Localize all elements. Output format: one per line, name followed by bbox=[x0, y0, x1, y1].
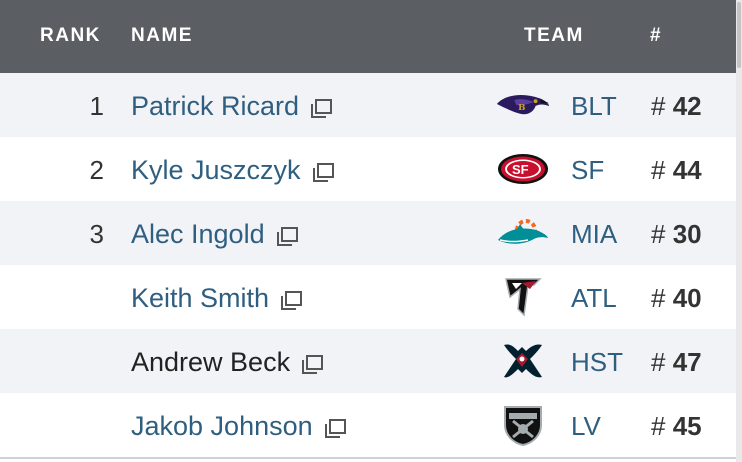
jersey-number: # 45 bbox=[651, 411, 702, 441]
player-name-cell: Jakob Johnson bbox=[131, 411, 347, 441]
player-name-cell: Alec Ingold bbox=[131, 219, 299, 249]
raiders-logo-icon bbox=[495, 401, 551, 449]
jersey-number: # 40 bbox=[651, 283, 702, 313]
table-row: Andrew Beck HST # 47 bbox=[0, 329, 736, 393]
header-name[interactable]: NAME bbox=[131, 25, 193, 46]
player-name-cell: Keith Smith bbox=[131, 283, 303, 313]
vertical-scrollbar[interactable] bbox=[736, 0, 742, 462]
table-row: 3 Alec Ingold MIA # 30 bbox=[0, 201, 736, 265]
falcons-logo-icon bbox=[495, 273, 551, 321]
texans-logo-icon bbox=[495, 337, 551, 385]
jersey-number: # 30 bbox=[651, 219, 702, 249]
player-name-cell: Andrew Beck bbox=[131, 347, 324, 377]
jersey-number: # 42 bbox=[651, 91, 702, 121]
player-name-cell: Kyle Juszczyk bbox=[131, 155, 335, 185]
team-link[interactable]: SF bbox=[571, 155, 605, 185]
ravens-logo-icon: B bbox=[495, 81, 551, 129]
open-in-new-window-icon[interactable] bbox=[275, 224, 299, 246]
table-row: Jakob Johnson LV # 45 bbox=[0, 393, 736, 457]
player-name-link[interactable]: Kyle Juszczyk bbox=[131, 155, 301, 185]
open-in-new-window-icon[interactable] bbox=[323, 416, 347, 438]
svg-text:SF: SF bbox=[512, 162, 529, 177]
svg-text:B: B bbox=[518, 103, 525, 113]
jersey-number: # 47 bbox=[651, 347, 702, 377]
header-team[interactable]: TEAM bbox=[524, 25, 584, 46]
table-row: 1 Patrick Ricard B BLT # 42 bbox=[0, 73, 736, 137]
player-name-link[interactable]: Jakob Johnson bbox=[131, 411, 313, 441]
player-name: Andrew Beck bbox=[131, 347, 291, 377]
scrollbar-thumb[interactable] bbox=[737, 2, 741, 68]
team-link[interactable]: BLT bbox=[571, 91, 617, 121]
team-link[interactable]: MIA bbox=[571, 219, 618, 249]
table-row: 2 Kyle Juszczyk SF SF # 44 bbox=[0, 137, 736, 201]
header-number[interactable]: # bbox=[650, 25, 663, 46]
team-link[interactable]: HST bbox=[571, 347, 623, 377]
player-name-link[interactable]: Keith Smith bbox=[131, 283, 270, 313]
dolphins-logo-icon bbox=[495, 209, 551, 257]
open-in-new-window-icon[interactable] bbox=[311, 160, 335, 182]
player-name-link[interactable]: Alec Ingold bbox=[131, 219, 265, 249]
open-in-new-window-icon[interactable] bbox=[309, 96, 333, 118]
table-row: Keith Smith ATL # 40 bbox=[0, 265, 736, 329]
49ers-logo-icon: SF bbox=[495, 145, 551, 193]
team-link[interactable]: ATL bbox=[571, 283, 617, 313]
table-header: RANK NAME TEAM # bbox=[0, 0, 736, 73]
open-in-new-window-icon[interactable] bbox=[300, 352, 324, 374]
team-link[interactable]: LV bbox=[571, 411, 601, 441]
player-name-cell: Patrick Ricard bbox=[131, 91, 333, 121]
rank-cell: 3 bbox=[89, 219, 104, 249]
header-rank[interactable]: RANK bbox=[40, 25, 101, 46]
open-in-new-window-icon[interactable] bbox=[279, 288, 303, 310]
rank-cell: 2 bbox=[89, 155, 104, 185]
jersey-number: # 44 bbox=[651, 155, 702, 185]
table-bottom-border bbox=[0, 457, 736, 459]
player-name-link[interactable]: Patrick Ricard bbox=[131, 91, 300, 121]
rank-cell: 1 bbox=[89, 91, 104, 121]
